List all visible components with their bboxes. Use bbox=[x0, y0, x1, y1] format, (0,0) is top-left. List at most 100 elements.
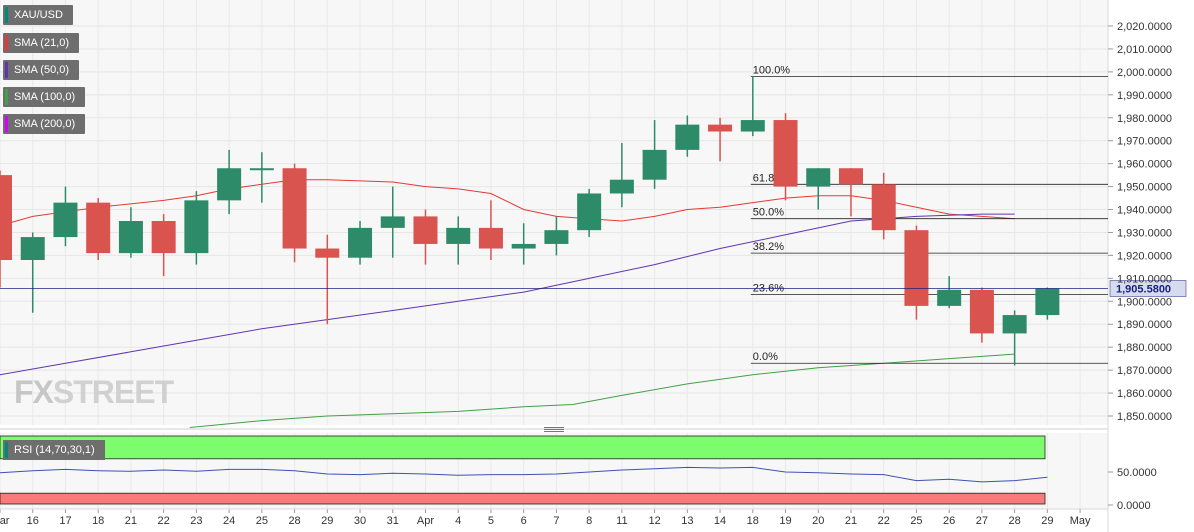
y-tick-label: 1,920.0000 bbox=[1117, 250, 1172, 262]
candle-body bbox=[740, 120, 765, 132]
x-tick-label: 29 bbox=[321, 515, 333, 527]
candle-body bbox=[675, 124, 700, 150]
legend-label: RSI (14,70,30,1) bbox=[14, 444, 95, 456]
x-tick-label: 21 bbox=[845, 515, 857, 527]
x-tick-label: 23 bbox=[190, 515, 202, 527]
y-tick-label: 1,930.0000 bbox=[1117, 227, 1172, 239]
y-tick-label: 1,940.0000 bbox=[1117, 205, 1172, 217]
x-tick-label: 30 bbox=[354, 515, 366, 527]
pane-resize-handle[interactable] bbox=[544, 427, 564, 433]
legend-swatch bbox=[5, 62, 8, 78]
x-tick-label: 14 bbox=[714, 515, 726, 527]
candle-body bbox=[773, 120, 798, 187]
legend-label: SMA (50,0) bbox=[14, 64, 70, 76]
current-price-tag bbox=[1109, 280, 1187, 297]
candle-body bbox=[446, 227, 471, 244]
candle-body bbox=[904, 230, 929, 306]
candle-body bbox=[544, 230, 569, 244]
candle-body bbox=[577, 193, 602, 231]
x-tick-label: 31 bbox=[387, 515, 399, 527]
fib-level-label: 50.0% bbox=[753, 207, 784, 219]
y-tick-label: 1,860.0000 bbox=[1117, 388, 1172, 400]
x-tick-label: 28 bbox=[288, 515, 300, 527]
candle-body bbox=[969, 289, 994, 334]
legend-sma-200[interactable]: SMA (200,0) bbox=[3, 114, 86, 134]
x-tick-label: 12 bbox=[648, 515, 660, 527]
y-tick-label: 1,980.0000 bbox=[1117, 113, 1172, 125]
y-tick-label: 1,990.0000 bbox=[1117, 90, 1172, 102]
candle-body bbox=[413, 216, 438, 244]
legend-rsi[interactable]: RSI (14,70,30,1) bbox=[3, 440, 105, 460]
candle-body bbox=[0, 175, 12, 260]
y-tick-label: 2,010.0000 bbox=[1117, 44, 1172, 56]
candle-body bbox=[838, 168, 863, 185]
x-tick-label: 21 bbox=[125, 515, 137, 527]
y-tick-label: 1,900.0000 bbox=[1117, 296, 1172, 308]
current-price-line: 1,905.5800 bbox=[0, 280, 1187, 297]
y-tick-label: 1,880.0000 bbox=[1117, 342, 1172, 354]
candle-body bbox=[217, 168, 242, 201]
candle-body bbox=[871, 184, 896, 231]
fib-level-label: 100.0% bbox=[753, 64, 791, 76]
x-tick-label: 27 bbox=[976, 515, 988, 527]
x-tick-label: 25 bbox=[256, 515, 268, 527]
y-tick-label: 2,000.0000 bbox=[1117, 67, 1172, 79]
x-tick-label: 25 bbox=[910, 515, 922, 527]
y-tick-label: 1,950.0000 bbox=[1117, 182, 1172, 194]
legend-xauusd[interactable]: XAU/USD bbox=[3, 5, 73, 25]
legend-sma-21[interactable]: SMA (21,0) bbox=[3, 33, 80, 53]
y-tick-label: 1,970.0000 bbox=[1117, 136, 1172, 148]
fib-level-label: 0.0% bbox=[753, 351, 778, 363]
candle-body bbox=[708, 124, 733, 132]
x-tick-label: 7 bbox=[553, 515, 559, 527]
candle-body bbox=[380, 216, 405, 228]
candles bbox=[0, 76, 1060, 366]
legend-sma-100[interactable]: SMA (100,0) bbox=[3, 87, 86, 107]
x-axis: Mar 16 17 18 21 22 23 24 25 28 29 30 31 Apr 4 5 6 7 8 11 12 1… bbox=[0, 508, 1108, 527]
y-tick-label: 2,020.0000 bbox=[1117, 21, 1172, 33]
x-tick-label: 13 bbox=[681, 515, 693, 527]
x-tick-label: 26 bbox=[943, 515, 955, 527]
candle-body bbox=[642, 149, 667, 180]
legend-sma-50[interactable]: SMA (50,0) bbox=[3, 60, 80, 80]
x-tick-label: 18 bbox=[747, 515, 759, 527]
rsi-line bbox=[0, 466, 1048, 483]
rsi-oversold-zone bbox=[0, 492, 1046, 505]
sma-line bbox=[189, 353, 1015, 428]
y-tick-label: 1,890.0000 bbox=[1117, 319, 1172, 331]
candle-body bbox=[20, 237, 45, 260]
candle-body bbox=[282, 168, 307, 249]
fib-level-label: 38.2% bbox=[753, 241, 784, 253]
x-tick-label: 5 bbox=[488, 515, 494, 527]
rsi-y-tick-label: 50.0000 bbox=[1117, 467, 1157, 479]
fxstreet-logo: FXSTREET bbox=[14, 374, 174, 410]
candle-body bbox=[348, 227, 373, 258]
y-axis: 1,850.0000 1,860.0000 1,870.0000 1,880.0000… bbox=[1108, 21, 1172, 512]
legend-swatch bbox=[5, 7, 8, 23]
x-tick-label: 4 bbox=[455, 515, 461, 527]
candle-body bbox=[118, 221, 143, 254]
y-tick-label: 1,870.0000 bbox=[1117, 365, 1172, 377]
y-tick-label: 1,960.0000 bbox=[1117, 159, 1172, 171]
candle-body bbox=[315, 248, 340, 258]
current-price-label: 1,905.5800 bbox=[1116, 283, 1171, 295]
x-tick-label: 18 bbox=[92, 515, 104, 527]
legend-label: SMA (100,0) bbox=[14, 91, 76, 103]
x-tick-label: May bbox=[1070, 515, 1091, 527]
x-tick-label: 11 bbox=[616, 515, 627, 527]
rsi-line bbox=[0, 466, 1048, 483]
x-tick-label: 16 bbox=[27, 515, 39, 527]
candle-body bbox=[937, 289, 962, 306]
legend-label: SMA (200,0) bbox=[14, 118, 76, 130]
x-tick-label: 22 bbox=[158, 515, 170, 527]
x-tick-label: 28 bbox=[1009, 515, 1021, 527]
candle-body bbox=[1035, 288, 1060, 316]
x-tick-label: 6 bbox=[521, 515, 527, 527]
rsi-y-tick-label: 0.0000 bbox=[1117, 500, 1151, 512]
legend-label: SMA (21,0) bbox=[14, 37, 70, 49]
x-tick-label: 20 bbox=[812, 515, 824, 527]
legend-swatch bbox=[5, 116, 8, 132]
rsi-overbought-zone bbox=[0, 435, 1046, 460]
candle-body bbox=[86, 202, 111, 254]
